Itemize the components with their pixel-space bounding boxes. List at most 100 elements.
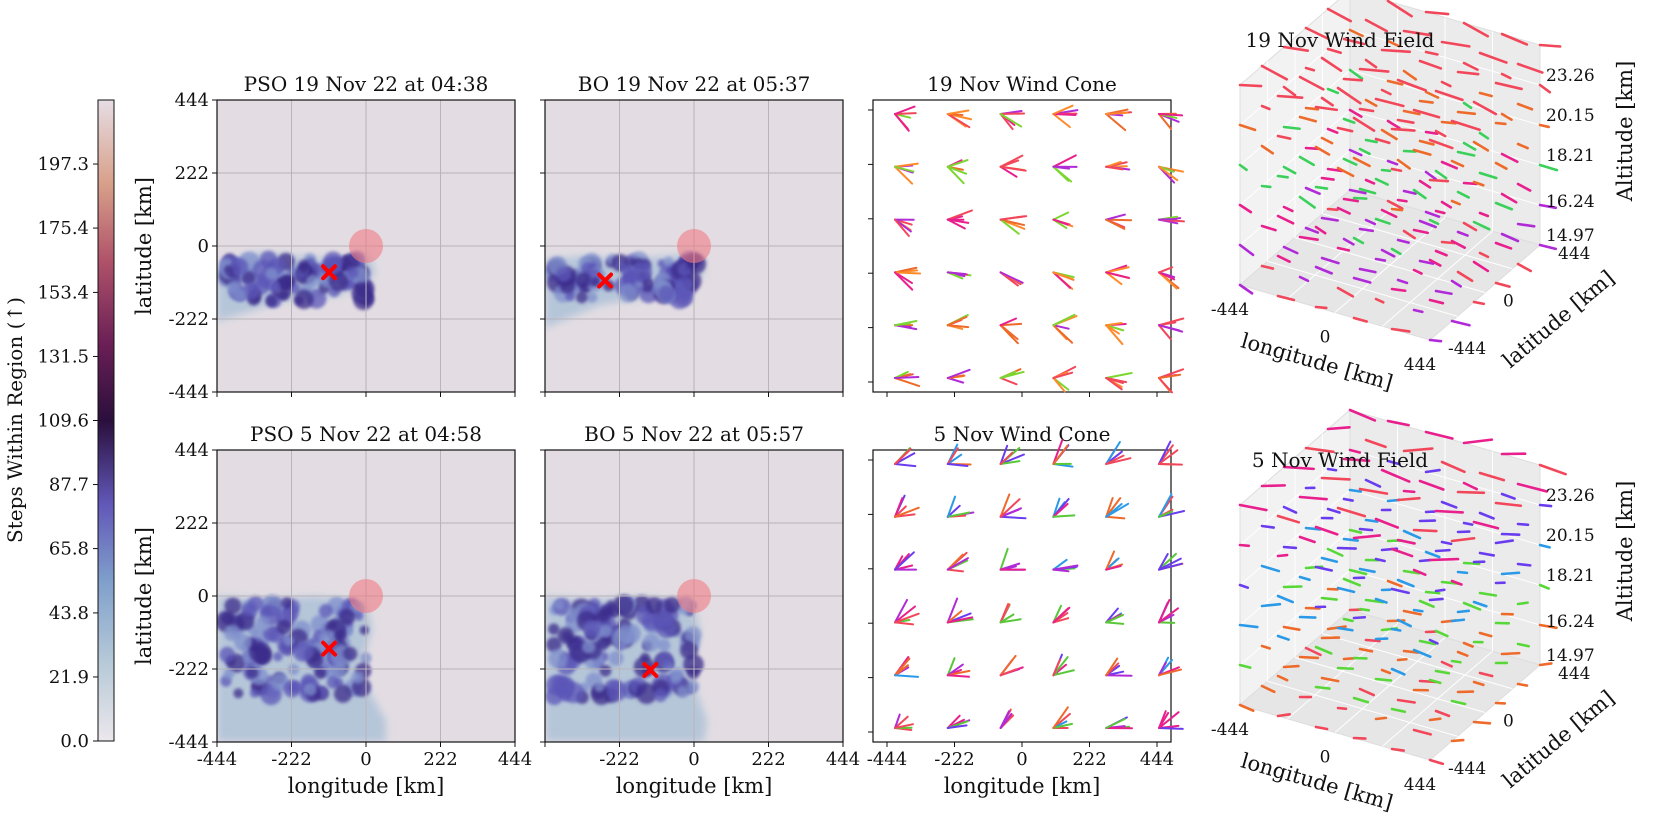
- wind-arrow: [1428, 638, 1439, 645]
- wind-arrow: [1298, 575, 1311, 582]
- wind-arrow: [1314, 565, 1334, 572]
- wind-arrow: [1276, 594, 1294, 604]
- wind-arrow: [1412, 308, 1424, 314]
- wind-arrow: [1396, 496, 1421, 502]
- wind-arrow: [1238, 123, 1257, 132]
- wind-arrow: [1386, 79, 1404, 86]
- wind-vector: [894, 612, 920, 624]
- plume-cell: [548, 648, 568, 669]
- wind-arrow: [1412, 148, 1432, 156]
- wind-arrow: [1396, 698, 1416, 704]
- plume-cell: [656, 651, 673, 668]
- wind-arrow: [1396, 578, 1415, 588]
- plume-cell: [255, 615, 271, 631]
- wind-arrow: [1352, 696, 1370, 704]
- wind-arrow: [1478, 551, 1496, 557]
- wind-arrow: [1314, 305, 1328, 310]
- y-tick-label: -222: [169, 659, 209, 680]
- wind-vector: [1157, 463, 1183, 466]
- wind-vector: [894, 113, 910, 132]
- wind-arrow: [1326, 167, 1344, 173]
- wind-arrow: [1500, 72, 1512, 80]
- plume-cell: [273, 651, 283, 662]
- wind-arrow: [1276, 713, 1291, 718]
- wind-arrow: [1450, 119, 1481, 132]
- wind-arrow: [1260, 602, 1282, 608]
- wind-vector: [946, 453, 963, 465]
- wind-vector: [894, 271, 922, 275]
- wind-arrow: [1434, 509, 1464, 514]
- plume-cell: [230, 257, 249, 276]
- plume-cell: [224, 624, 241, 642]
- x-axis-label: longitude [km]: [616, 774, 773, 798]
- wind-arrow: [1276, 514, 1301, 524]
- wind-vector: [894, 463, 917, 468]
- z-axis-label: Altitude [km]: [1613, 61, 1637, 203]
- wind-vector: [1105, 271, 1130, 279]
- wind-arrow: [1336, 206, 1351, 215]
- wind-vector: [894, 105, 916, 115]
- x-tick-label: 444: [1404, 355, 1436, 375]
- wind-arrow: [1358, 607, 1371, 612]
- plume-cell: [254, 646, 273, 665]
- plume-cell: [663, 256, 674, 267]
- wind-arrow: [1434, 289, 1453, 296]
- wind-arrow: [1342, 497, 1354, 502]
- wind-vector: [894, 506, 920, 518]
- wind-arrow: [1320, 56, 1343, 72]
- wind-arrow: [1282, 465, 1315, 471]
- wind-arrow: [1538, 203, 1558, 210]
- x-axis-label: longitude [km]: [944, 774, 1101, 798]
- wind-arrow: [1478, 131, 1490, 140]
- wind-arrow: [1304, 446, 1335, 454]
- wind-arrow: [1418, 599, 1435, 609]
- wind-arrow: [1342, 577, 1362, 587]
- wind-vector: [1105, 218, 1126, 230]
- wind-vector: [1157, 113, 1184, 117]
- panel-title: 19 Nov Wind Cone: [927, 72, 1117, 96]
- plume-cell: [294, 289, 314, 310]
- plume-cell: [642, 633, 661, 652]
- wind-arrow: [1412, 648, 1432, 658]
- wind-arrow: [1434, 629, 1449, 638]
- wind-arrow: [1538, 123, 1550, 129]
- wind-vector: [946, 463, 969, 468]
- wind-arrow: [1418, 479, 1445, 491]
- x-tick-label: 0: [1320, 328, 1331, 348]
- wind-arrow: [1424, 590, 1441, 595]
- wind-arrow: [1412, 108, 1441, 119]
- x-tick-label: 222: [751, 749, 785, 770]
- wind-vector: [1052, 271, 1072, 289]
- plume-cell: [597, 609, 610, 623]
- wind-arrow: [1424, 550, 1441, 559]
- wind-arrow: [1456, 270, 1474, 283]
- plume-cell: [259, 605, 272, 618]
- wind-vector: [1157, 440, 1172, 465]
- wind-arrow: [1348, 148, 1363, 157]
- wind-arrow: [1374, 716, 1388, 721]
- wind-arrow: [1500, 32, 1529, 46]
- wind-vector: [999, 603, 1010, 624]
- wind-vector: [1105, 377, 1128, 384]
- wind-arrow: [1450, 199, 1461, 206]
- wind-vector: [1105, 613, 1125, 624]
- wind-vector: [1105, 457, 1132, 465]
- plume-cell: [221, 612, 234, 625]
- wind-arrow: [1352, 316, 1368, 323]
- x-tick-label: 222: [423, 749, 457, 770]
- wind-arrow: [1352, 116, 1376, 132]
- wind-arrow: [1434, 249, 1448, 257]
- z-tick-label: 16.24: [1546, 612, 1595, 632]
- wind-arrow: [1478, 671, 1494, 678]
- x-tick-label: 0: [360, 749, 371, 770]
- y-tick-label: 0: [198, 586, 209, 607]
- wind-arrow: [1336, 666, 1355, 671]
- plume-cell: [270, 282, 282, 293]
- wind-arrow: [1418, 259, 1435, 265]
- wind-arrow: [1380, 168, 1392, 173]
- wind-arrow: [1326, 547, 1344, 557]
- plume-cell: [359, 625, 369, 635]
- target-region: [349, 579, 383, 613]
- wind-arrow: [1238, 283, 1254, 295]
